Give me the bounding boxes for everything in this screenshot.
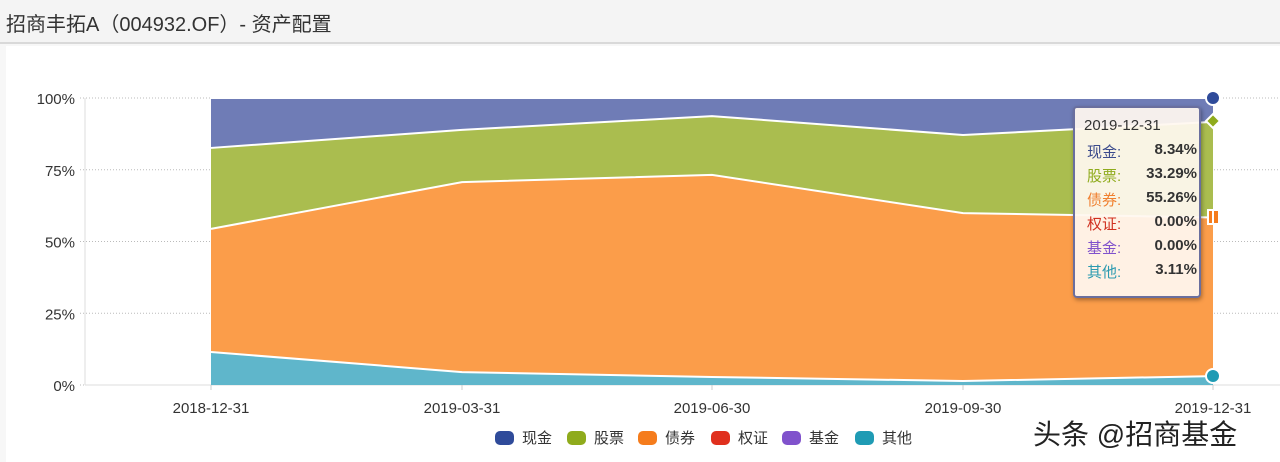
marker-cash (1205, 90, 1221, 106)
tooltip-row-fund: 基金: 0.00% (1087, 237, 1197, 259)
x-tick-label: 2019-12-31 (1175, 400, 1252, 417)
tooltip-label: 股票: (1087, 168, 1122, 185)
y-tick-label: 75% (45, 163, 75, 180)
svg-text:债券: 债券 (665, 429, 695, 447)
tooltip-row-other: 其他: 3.11% (1087, 261, 1197, 283)
tooltip-value: 55.26% (1146, 189, 1197, 206)
x-tick-label: 2019-09-30 (925, 400, 1002, 417)
legend-item-债券[interactable]: 债券 (638, 429, 695, 447)
x-tick-label: 2018-12-31 (173, 400, 250, 417)
y-tick-label: 50% (45, 235, 75, 252)
tooltip-value: 8.34% (1154, 141, 1197, 158)
legend-item-其他[interactable]: 其他 (855, 429, 912, 447)
area-股票[interactable] (211, 116, 1213, 229)
legend-item-股票[interactable]: 股票 (567, 429, 624, 447)
tooltip-row-warrant: 权证: 0.00% (1087, 213, 1197, 235)
area-债券[interactable] (211, 174, 1213, 381)
page-title: 招商丰拓A（004932.OF）- 资产配置 (6, 14, 332, 36)
tooltip-value: 0.00% (1154, 237, 1197, 254)
svg-text:基金: 基金 (809, 429, 839, 447)
tooltip-label: 债券: (1087, 192, 1122, 209)
legend-item-权证[interactable]: 权证 (711, 429, 768, 447)
tooltip-value: 0.00% (1154, 213, 1197, 230)
tooltip-row-cash: 现金: 8.34% (1087, 141, 1197, 163)
x-tick-label: 2019-06-30 (674, 400, 751, 417)
tooltip-label: 其他: (1087, 264, 1122, 281)
watermark: 头条 @招商基金 (1033, 419, 1238, 450)
tooltip-row-stock: 股票: 33.29% (1087, 165, 1197, 187)
y-tick-label: 25% (45, 306, 75, 323)
tooltip-date: 2019-12-31 (1084, 117, 1161, 134)
x-tick-label: 2019-03-31 (424, 400, 501, 417)
area-现金[interactable] (211, 98, 1213, 148)
page-header: 招商丰拓A（004932.OF）- 资产配置 (0, 0, 1280, 44)
legend-item-基金[interactable]: 基金 (782, 429, 839, 447)
svg-text:其他: 其他 (882, 429, 912, 447)
svg-text:权证: 权证 (738, 429, 768, 447)
marker-other (1205, 368, 1221, 384)
svg-text:股票: 股票 (594, 429, 624, 447)
tooltip-label: 现金: (1087, 144, 1122, 161)
tooltip-label: 权证: (1087, 216, 1122, 233)
tooltip-row-bond: 债券: 55.26% (1087, 189, 1197, 211)
area-其他[interactable] (211, 351, 1213, 385)
legend-item-现金[interactable]: 现金 (495, 429, 552, 447)
tooltip-value: 33.29% (1146, 165, 1197, 182)
marker-stock (1204, 112, 1222, 130)
svg-text:现金: 现金 (522, 429, 552, 447)
tooltip-value: 3.11% (1155, 261, 1197, 278)
y-tick-label: 0% (53, 378, 75, 395)
chart-tooltip: 2019-12-31 现金: 8.34% 股票: 33.29% 债券: 55.26% … (1073, 106, 1201, 298)
tooltip-label: 基金: (1087, 240, 1122, 257)
y-tick-label: 100% (37, 91, 75, 108)
